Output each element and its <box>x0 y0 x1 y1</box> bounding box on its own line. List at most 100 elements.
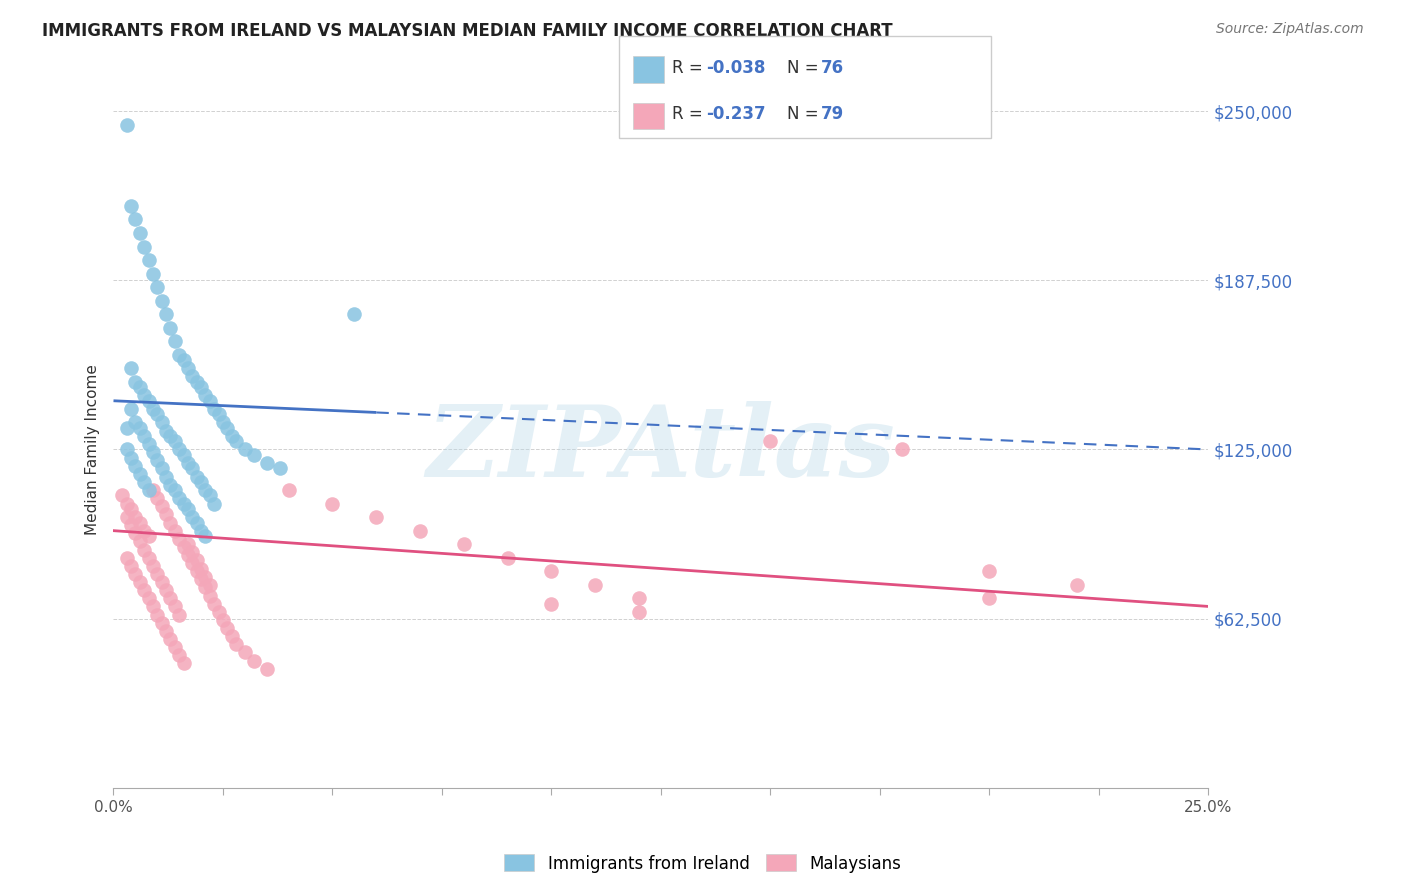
Point <box>111 488 134 502</box>
Point <box>146 566 169 581</box>
Point <box>212 613 235 627</box>
Point <box>167 348 190 362</box>
Point <box>233 645 256 659</box>
Point <box>159 477 181 491</box>
Point <box>155 583 177 598</box>
Point <box>979 564 1001 578</box>
Point <box>115 118 138 132</box>
Point <box>120 502 142 516</box>
Point <box>120 558 142 573</box>
Point <box>181 545 204 559</box>
Point <box>628 591 651 606</box>
Point <box>225 434 247 449</box>
Point <box>409 524 432 538</box>
Point <box>138 529 160 543</box>
Point <box>134 429 156 443</box>
Point <box>155 624 177 638</box>
Point <box>138 437 160 451</box>
Point <box>146 607 169 622</box>
Point <box>150 575 173 590</box>
Point <box>194 483 217 497</box>
Point <box>115 442 138 457</box>
Point <box>256 456 278 470</box>
Point <box>128 226 150 240</box>
Point <box>134 475 156 489</box>
Point <box>150 293 173 308</box>
Point <box>221 629 243 643</box>
Point <box>142 558 165 573</box>
Point <box>190 573 212 587</box>
Point <box>124 526 146 541</box>
Point <box>190 524 212 538</box>
Point <box>128 421 150 435</box>
Point <box>177 537 200 551</box>
Point <box>190 561 212 575</box>
Text: -0.237: -0.237 <box>706 105 765 123</box>
Point <box>186 516 208 530</box>
Point <box>217 421 239 435</box>
Point <box>146 491 169 506</box>
Point <box>146 453 169 467</box>
Point <box>159 320 181 334</box>
Point <box>138 393 160 408</box>
Text: 79: 79 <box>821 105 845 123</box>
Point <box>115 421 138 435</box>
Point <box>159 632 181 646</box>
Point <box>212 416 235 430</box>
Point <box>138 550 160 565</box>
Point <box>190 475 212 489</box>
Point <box>177 502 200 516</box>
Point <box>173 353 195 368</box>
Point <box>134 388 156 402</box>
Legend: Immigrants from Ireland, Malaysians: Immigrants from Ireland, Malaysians <box>498 847 908 880</box>
Point <box>979 591 1001 606</box>
Point <box>155 469 177 483</box>
Text: ZIPAtlas: ZIPAtlas <box>426 401 896 498</box>
Point <box>177 361 200 376</box>
Point <box>163 483 186 497</box>
Point <box>124 458 146 473</box>
Text: Source: ZipAtlas.com: Source: ZipAtlas.com <box>1216 22 1364 37</box>
Point <box>233 442 256 457</box>
Point <box>173 497 195 511</box>
Point <box>163 334 186 349</box>
Point <box>890 442 912 457</box>
Point <box>124 566 146 581</box>
Point <box>194 388 217 402</box>
Point <box>124 416 146 430</box>
Point <box>159 516 181 530</box>
Point <box>269 461 291 475</box>
Point <box>198 393 221 408</box>
Point <box>120 199 142 213</box>
Y-axis label: Median Family Income: Median Family Income <box>86 364 100 535</box>
Point <box>150 615 173 630</box>
Point <box>128 380 150 394</box>
Point <box>142 483 165 497</box>
Point <box>134 239 156 253</box>
Point <box>155 424 177 438</box>
Point <box>194 581 217 595</box>
Point <box>142 267 165 281</box>
Point <box>202 597 225 611</box>
Point <box>540 564 562 578</box>
Point <box>124 212 146 227</box>
Point <box>173 448 195 462</box>
Point <box>159 429 181 443</box>
Point <box>225 637 247 651</box>
Point <box>202 401 225 416</box>
Point <box>163 640 186 654</box>
Point <box>186 375 208 389</box>
Point <box>155 508 177 522</box>
Point <box>190 380 212 394</box>
Point <box>150 416 173 430</box>
Point <box>242 654 264 668</box>
Point <box>181 369 204 384</box>
Point <box>186 553 208 567</box>
Point <box>128 467 150 481</box>
Point <box>146 407 169 421</box>
Point <box>583 578 606 592</box>
Point <box>115 510 138 524</box>
Point <box>142 599 165 614</box>
Point <box>242 448 264 462</box>
Point <box>142 401 165 416</box>
